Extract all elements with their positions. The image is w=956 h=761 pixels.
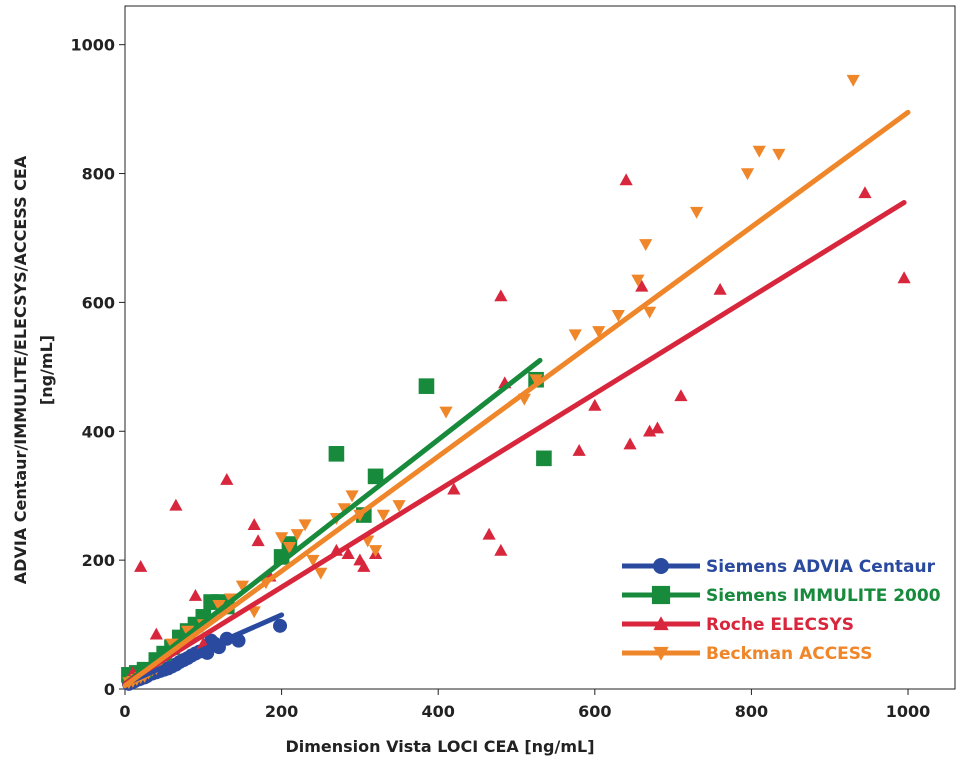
series-2-point-24 xyxy=(635,279,649,292)
legend-label-1: Siemens IMMULITE 2000 xyxy=(706,586,941,606)
series-2-point-17 xyxy=(494,289,508,302)
series-2-point-30 xyxy=(897,271,911,284)
y-tick-label-2: 400 xyxy=(82,422,115,441)
series-3-point-40 xyxy=(740,168,755,181)
series-2-point-11 xyxy=(341,547,355,559)
y-tick-label-4: 800 xyxy=(82,165,115,184)
series-2-point-23 xyxy=(623,437,637,450)
series-3-point-34 xyxy=(592,326,606,338)
x-tick-label-4: 800 xyxy=(735,702,768,721)
series-2-point-7 xyxy=(247,518,261,530)
legend-marker-0 xyxy=(653,558,669,574)
series-0-point-29 xyxy=(273,618,288,633)
y-tick-label-0: 0 xyxy=(104,680,115,699)
series-2-point-6 xyxy=(220,472,234,485)
series-2-point-8 xyxy=(251,534,265,547)
series-1-point-17 xyxy=(367,468,384,485)
series-3-point-33 xyxy=(568,329,582,342)
y-axis-label-line-2: [ng/mL] xyxy=(37,335,56,405)
series-2-point-18 xyxy=(494,543,508,556)
legend-marker-1 xyxy=(651,585,671,605)
series-0-fit-line xyxy=(122,612,285,687)
legend-label-0: Siemens ADVIA Centaur xyxy=(706,557,936,577)
plot-frame xyxy=(124,5,956,690)
series-3-point-17 xyxy=(282,541,297,554)
legend-marker-3 xyxy=(653,646,669,661)
series-3-point-24 xyxy=(345,490,359,503)
series-3-point-27 xyxy=(368,545,383,558)
series-3-point-41 xyxy=(752,145,766,158)
series-3-point-32 xyxy=(529,374,543,387)
series-2-point-21 xyxy=(588,398,602,411)
legend: Siemens ADVIA Centaur Siemens IMMULITE 20… xyxy=(622,557,941,664)
series-3-point-37 xyxy=(639,239,653,252)
series-1-point-18 xyxy=(418,378,435,394)
series-3-point-14 xyxy=(247,606,261,619)
series-3-point-13 xyxy=(235,580,250,593)
series-2-point-22 xyxy=(619,173,633,186)
series-3-point-30 xyxy=(439,406,453,419)
legend-label-3: Beckman ACCESS xyxy=(706,644,873,664)
series-3-point-16 xyxy=(275,532,289,545)
series-2-point-13 xyxy=(357,559,371,572)
series-3-point-20 xyxy=(306,554,320,567)
x-tick-label-1: 200 xyxy=(265,702,298,721)
series-3-point-18 xyxy=(290,529,304,541)
series-2-point-27 xyxy=(674,389,688,402)
series-3-point-36 xyxy=(631,274,645,287)
series-2-point-15 xyxy=(447,482,461,495)
series-1-point-20 xyxy=(536,450,552,467)
series-3-point-28 xyxy=(376,509,390,522)
x-tick-label-2: 400 xyxy=(422,702,455,721)
series-1-fit-line xyxy=(122,357,543,687)
x-tick-label-5: 1000 xyxy=(886,702,931,721)
x-tick-label-3: 600 xyxy=(578,702,611,721)
x-axis-label: Dimension Vista LOCI CEA [ng/mL] xyxy=(285,737,594,756)
series-2 xyxy=(126,173,911,679)
series-2-point-20 xyxy=(572,443,586,456)
series-3-point-42 xyxy=(772,148,786,161)
series-2-point-2 xyxy=(149,627,163,640)
series-2-point-26 xyxy=(650,421,665,434)
series-3-point-43 xyxy=(846,74,860,87)
axis-ticks: 0 200 400 600 800 1000 0 200 400 600 800 1000 xyxy=(70,36,930,721)
y-tick-label-5: 1000 xyxy=(70,36,115,55)
y-tick-label-1: 200 xyxy=(82,551,115,570)
legend-label-2: Roche ELECSYS xyxy=(706,615,854,635)
series-3-point-35 xyxy=(611,310,625,322)
series-3-fit-line xyxy=(122,109,911,689)
series-3-point-23 xyxy=(337,503,351,516)
series-2-point-4 xyxy=(188,588,203,601)
series-layer xyxy=(121,74,911,691)
series-3-point-21 xyxy=(314,567,328,580)
series-1-point-15 xyxy=(328,446,345,462)
series-3-point-38 xyxy=(643,306,657,319)
series-2-point-25 xyxy=(643,424,657,437)
series-2-point-28 xyxy=(713,282,727,295)
y-axis-label-line-1: ADVIA Centaur/IMMULITE/ELECSYS/ACCESS CE… xyxy=(11,155,30,584)
series-2-fit-line xyxy=(122,200,907,687)
series-3-point-19 xyxy=(298,519,312,532)
series-3-point-11 xyxy=(212,599,226,612)
series-3-point-29 xyxy=(392,500,406,512)
series-3-point-39 xyxy=(690,206,704,219)
series-2-point-16 xyxy=(482,527,496,540)
y-tick-label-3: 600 xyxy=(82,293,115,312)
legend-marker-2 xyxy=(653,616,669,631)
x-tick-label-0: 0 xyxy=(119,702,130,721)
series-2-point-29 xyxy=(858,186,872,199)
series-2-point-3 xyxy=(169,498,183,511)
series-3-point-9 xyxy=(181,625,195,638)
series-2-point-1 xyxy=(134,559,148,572)
